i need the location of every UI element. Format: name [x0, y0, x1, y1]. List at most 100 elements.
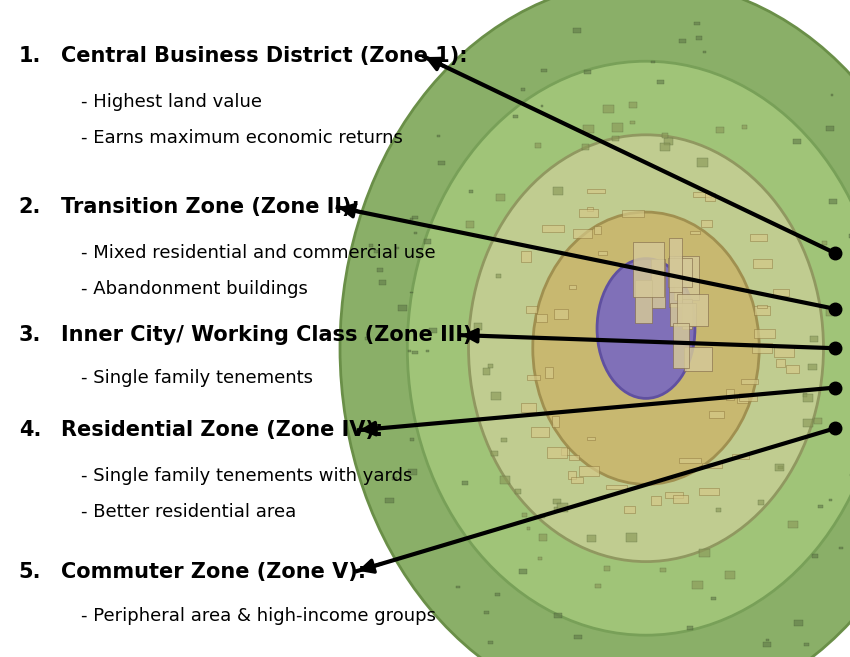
Text: 3.: 3. — [19, 325, 41, 345]
Bar — [423, 239, 431, 244]
Bar — [822, 241, 826, 244]
Bar — [612, 124, 623, 131]
Bar — [547, 447, 567, 458]
Bar — [657, 79, 664, 84]
Bar — [677, 294, 708, 326]
Bar — [392, 478, 397, 480]
Bar — [775, 359, 785, 367]
Bar — [483, 369, 490, 374]
Bar — [522, 513, 527, 516]
Text: Commuter Zone (Zone V):: Commuter Zone (Zone V): — [61, 562, 366, 581]
Bar — [513, 116, 518, 118]
Bar — [604, 566, 610, 571]
Bar — [629, 102, 637, 108]
Bar — [697, 158, 708, 167]
Bar — [571, 478, 583, 483]
Text: - Peripheral area & high-income groups: - Peripheral area & high-income groups — [81, 607, 436, 625]
Bar — [766, 639, 769, 641]
Text: - Abandonment buildings: - Abandonment buildings — [81, 280, 308, 298]
Bar — [651, 496, 660, 505]
Bar — [635, 281, 652, 323]
Bar — [693, 192, 711, 197]
Bar — [538, 557, 542, 560]
Bar — [573, 28, 581, 33]
Bar — [411, 218, 413, 220]
Bar — [754, 306, 769, 315]
Bar — [579, 209, 598, 217]
Bar — [373, 250, 378, 253]
Bar — [584, 70, 591, 74]
Ellipse shape — [533, 212, 759, 484]
Bar — [396, 247, 399, 248]
Bar — [569, 284, 575, 289]
Bar — [519, 569, 527, 574]
Bar — [379, 281, 386, 284]
Bar — [831, 95, 834, 96]
Bar — [727, 389, 734, 400]
Text: - Highest land value: - Highest land value — [81, 93, 262, 111]
Bar — [606, 485, 626, 489]
Bar — [542, 225, 564, 233]
Bar — [377, 268, 382, 271]
Bar — [495, 593, 501, 597]
Bar — [496, 274, 501, 278]
Bar — [702, 463, 722, 468]
Bar — [541, 514, 545, 518]
Bar — [751, 233, 767, 241]
Bar — [774, 347, 794, 357]
Bar — [539, 534, 547, 541]
Bar — [804, 643, 808, 646]
Ellipse shape — [468, 135, 824, 562]
Bar — [456, 586, 461, 589]
Bar — [774, 289, 790, 296]
Bar — [725, 571, 735, 579]
Bar — [684, 347, 711, 371]
Bar — [669, 256, 683, 307]
Bar — [812, 555, 818, 558]
Bar — [679, 39, 686, 43]
Bar — [762, 642, 771, 647]
Bar — [526, 306, 536, 313]
Bar — [569, 470, 576, 480]
Bar — [814, 418, 822, 424]
Bar — [527, 374, 540, 380]
Bar — [398, 305, 407, 311]
Bar — [849, 234, 850, 238]
Bar — [633, 242, 665, 297]
Bar — [521, 403, 536, 412]
Text: 5.: 5. — [19, 562, 41, 581]
Bar — [491, 392, 501, 399]
Bar — [670, 238, 682, 292]
Bar — [786, 365, 799, 373]
Bar — [701, 220, 712, 227]
Bar — [474, 323, 483, 330]
Bar — [545, 367, 553, 378]
Bar — [626, 533, 638, 542]
Bar — [557, 503, 568, 512]
Bar — [682, 299, 692, 329]
Bar — [752, 343, 773, 353]
Bar — [622, 210, 643, 217]
Ellipse shape — [597, 259, 695, 398]
Text: 4.: 4. — [19, 420, 41, 440]
Bar — [826, 126, 835, 131]
Bar — [700, 549, 710, 558]
Bar — [717, 127, 724, 133]
Bar — [586, 189, 605, 193]
Bar — [604, 105, 615, 113]
Bar — [693, 581, 703, 589]
Bar — [742, 125, 747, 129]
Bar — [674, 256, 699, 300]
Bar — [488, 364, 493, 368]
Bar — [754, 328, 775, 338]
Bar — [587, 535, 596, 541]
Bar — [661, 133, 668, 138]
Bar — [466, 221, 474, 227]
Bar — [429, 328, 437, 332]
Bar — [595, 583, 601, 589]
Bar — [818, 505, 823, 509]
Text: 2.: 2. — [19, 197, 41, 217]
Bar — [554, 309, 568, 319]
Bar — [775, 464, 785, 471]
Bar — [410, 292, 413, 294]
